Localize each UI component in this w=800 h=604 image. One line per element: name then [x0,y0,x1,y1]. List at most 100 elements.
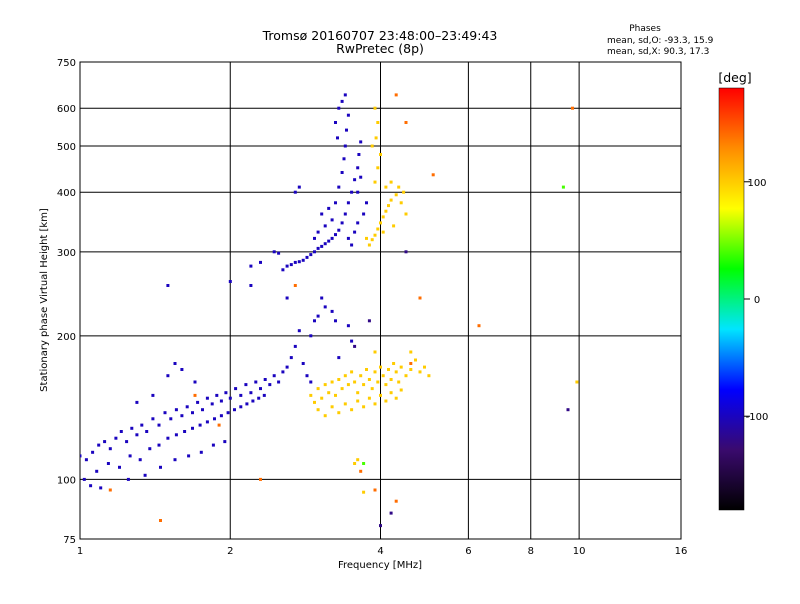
data-point-f-layer-x [384,209,388,213]
data-point-e-layer-o [210,402,214,406]
data-point-e-layer-o [316,314,320,318]
x-tick-label: 4 [377,546,383,557]
data-point-e-layer-o [228,396,232,400]
data-point-f-layer-x [387,204,390,208]
data-point-e-layer-o [183,430,187,433]
data-point-f-layer-o [301,258,305,262]
data-point-e-layer-x [373,402,377,406]
data-point-f-layer-o [285,264,289,268]
data-point-e-layer-x [367,396,371,400]
data-point-e-layer-x [384,399,388,403]
y-tick-labels: 75 100 200 300 400 500 600 750 [57,58,76,546]
data-point-e-layer-o [126,477,130,481]
data-point-f-layer-x [370,144,374,148]
data-point-e-layer-x [389,378,393,381]
data-point-e-layer-o [174,433,178,437]
data-point-f-layer-o [356,190,360,194]
x-tick-label: 10 [573,546,586,557]
data-point-e-layer-o [226,411,230,415]
data-point-f-layer-x [389,198,393,202]
data-point-f-layer-o [346,236,350,240]
data-point-f-layer-x [376,227,380,231]
data-point-e-layer-x [575,380,579,384]
data-point-e-layer-o [180,368,184,371]
data-point-e-layer-o [91,450,95,454]
data-point-e-layer-o [128,454,132,458]
data-point-e-layer-o [323,305,327,309]
data-point-f-layer-x [373,106,377,110]
data-point-e-layer-x [356,399,360,403]
data-point-e-layer-o [219,414,223,418]
data-point-e-layer-o [157,423,161,427]
data-point-f-layer-o [356,221,360,225]
data-point-e-layer-x [330,380,334,384]
data-point-e-layer-x [350,408,354,412]
data-point-scattered [394,93,398,97]
data-point-f-layer-x [367,243,371,247]
data-point-e-layer-x [346,383,350,387]
data-point-scattered [373,488,377,492]
data-point-f-layer-o [345,128,348,132]
data-point-f-layer-o [327,239,331,243]
data-point-e-layer-x [313,400,316,404]
data-point-e-layer-x [414,358,417,362]
data-point-f-layer-o [305,255,309,259]
data-point-f-layer-x [379,153,382,156]
data-point-e-layer-o [185,405,189,409]
data-point-e-layer-x [323,414,327,418]
data-point-scattered [108,488,112,492]
data-point-f-layer-o [334,233,337,237]
data-point-f-layer-o [340,99,344,103]
data-point-e-layer-o [97,443,101,447]
data-point-f-layer-o [357,153,361,156]
data-point-e-layer-o [135,400,139,404]
grid-lines [80,62,681,539]
data-point-e-layer-x [334,393,337,397]
data-point-f-layer-o [359,175,363,179]
x-tick-label: 16 [675,546,688,557]
data-point-e-layer-x [337,378,341,381]
data-point-e-layer-o [245,402,249,406]
data-point-scattered-low [404,250,408,254]
data-point-e-layer-o [223,440,227,444]
data-point-f-layer-o [309,253,313,257]
data-point-e-layer-o [297,329,301,333]
data-points [80,93,579,528]
data-point-e-layer-x [320,396,324,400]
data-point-e-layer-o [82,477,86,481]
data-point-e-layer-o [118,465,121,469]
y-tick-label: 400 [57,188,76,199]
data-point-e-layer-o [198,423,202,427]
data-point-e-layer-o [166,436,170,440]
data-point-scattered [477,324,481,328]
data-point-f-layer-x [376,166,380,170]
data-point-e-layer-o [320,296,324,300]
data-point-e-layer-o [301,362,305,365]
data-point-f-layer-o [346,201,350,205]
data-point-f-layer-o [343,144,347,148]
data-point-e-layer-x [423,365,426,369]
data-point-f-layer-o [316,246,320,250]
data-point-e-layer-x [356,458,360,462]
data-point-e-layer-o [84,458,88,462]
data-point-scattered [409,362,413,365]
data-point-e-layer-x [370,387,374,391]
data-point-f-layer-x [402,190,406,194]
data-point-e-layer-x [389,391,393,395]
data-point-e-layer-o [293,344,297,348]
data-point-f-layer-o [346,113,350,117]
data-point-e-layer-o [138,458,142,462]
phase-box-title: Phases [629,24,661,34]
data-point-scattered [193,393,197,397]
y-tick-label: 600 [57,104,76,115]
data-point-e-layer-o [151,393,155,397]
data-point-f-layer-o [330,218,334,222]
data-point-f-layer-o [365,201,368,205]
data-point-e-layer-x [316,387,320,391]
data-point-f-layer-o [272,250,276,254]
data-point-e-layer-x [365,368,368,371]
data-point-e-layer-o [196,400,200,404]
data-point-f-layer-o [343,212,347,216]
data-point-f-layer-x [370,238,374,242]
